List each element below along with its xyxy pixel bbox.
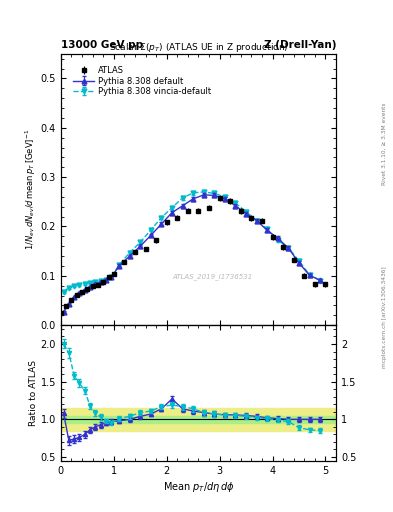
Text: Rivet 3.1.10, ≥ 3.3M events: Rivet 3.1.10, ≥ 3.3M events (382, 102, 387, 185)
Text: ATLAS_2019_I1736531: ATLAS_2019_I1736531 (172, 273, 252, 280)
Legend: ATLAS, Pythia 8.308 default, Pythia 8.308 vincia-default: ATLAS, Pythia 8.308 default, Pythia 8.30… (71, 63, 214, 99)
Text: Z (Drell-Yan): Z (Drell-Yan) (264, 40, 336, 50)
Y-axis label: $1/N_{ev}\,dN_{ev}/d\,\mathrm{mean}\,p_T\,[\mathrm{GeV}]^{-1}$: $1/N_{ev}\,dN_{ev}/d\,\mathrm{mean}\,p_T… (24, 129, 38, 250)
Y-axis label: Ratio to ATLAS: Ratio to ATLAS (29, 360, 38, 426)
X-axis label: Mean $p_T/d\eta\,d\phi$: Mean $p_T/d\eta\,d\phi$ (163, 480, 234, 494)
Text: 13000 GeV pp: 13000 GeV pp (61, 40, 143, 50)
Text: mcplots.cern.ch [arXiv:1306.3436]: mcplots.cern.ch [arXiv:1306.3436] (382, 267, 387, 368)
Title: Scalar $\Sigma(p_T)$ (ATLAS UE in Z production): Scalar $\Sigma(p_T)$ (ATLAS UE in Z prod… (109, 41, 288, 54)
